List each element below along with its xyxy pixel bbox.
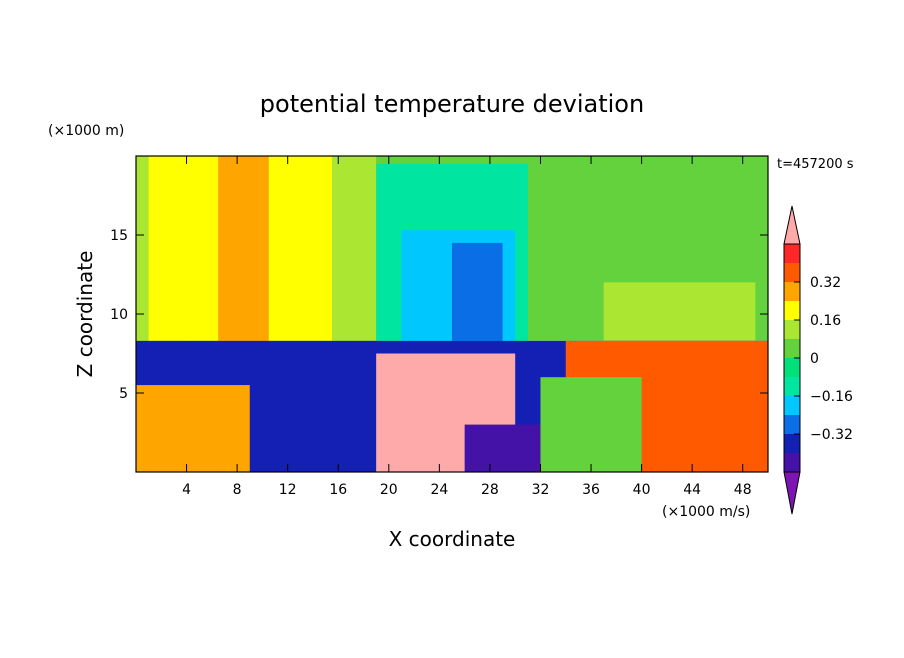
- colorbar-tick-label: −0.32: [810, 427, 853, 443]
- x-unit-label: (×1000 m/s): [662, 504, 750, 520]
- contour-region: [452, 242, 503, 341]
- y-axis: 5 10 15: [110, 228, 768, 402]
- x-tick-label: 16: [329, 482, 347, 498]
- x-axis-label: X coordinate: [389, 527, 516, 551]
- colorbar-top-triangle: [783, 205, 801, 245]
- x-tick-label: 4: [182, 482, 191, 498]
- y-axis-label: Z coordinate: [73, 251, 97, 378]
- x-tick-label: 44: [683, 482, 701, 498]
- x-tick-label: 24: [430, 482, 448, 498]
- contour-region: [148, 156, 225, 341]
- y-unit-label: (×1000 m): [48, 123, 124, 139]
- colorbar-box: [784, 301, 800, 320]
- colorbar: 0.32 0.16 0 −0.16 −0.32: [783, 205, 853, 515]
- colorbar-box: [784, 263, 800, 282]
- colorbar-box: [784, 396, 800, 415]
- contour-region: [218, 156, 269, 341]
- colorbar-box: [784, 377, 800, 396]
- x-tick-label: 12: [279, 482, 297, 498]
- colorbar-box: [784, 434, 800, 453]
- contour-region: [540, 377, 642, 472]
- x-tick-label: 36: [582, 482, 600, 498]
- colorbar-box: [784, 415, 800, 434]
- contour-region: [268, 156, 339, 341]
- colorbar-box: [784, 244, 800, 263]
- colorbar-box: [784, 320, 800, 339]
- contour-region: [603, 282, 756, 341]
- x-tick-label: 48: [734, 482, 752, 498]
- contour-region: [331, 156, 377, 341]
- colorbar-box: [784, 358, 800, 377]
- x-tick-label: 8: [233, 482, 242, 498]
- chart-title: potential temperature deviation: [260, 90, 644, 118]
- colorbar-bottom-triangle: [783, 471, 801, 515]
- y-tick-label: 5: [119, 386, 128, 402]
- colorbar-box: [784, 339, 800, 358]
- colorbar-tick-label: 0: [810, 351, 819, 367]
- x-tick-label: 20: [380, 482, 398, 498]
- contour-region: [136, 385, 250, 472]
- colorbar-tick-label: 0.32: [810, 275, 841, 291]
- x-tick-label: 32: [532, 482, 550, 498]
- colorbar-box: [784, 453, 800, 472]
- colorbar-box: [784, 282, 800, 301]
- x-tick-label: 28: [481, 482, 499, 498]
- y-tick-label: 10: [110, 307, 128, 323]
- colorbar-tick-label: 0.16: [810, 313, 841, 329]
- x-tick-label: 40: [633, 482, 651, 498]
- time-label: t=457200 s: [777, 157, 854, 172]
- contour-field: [136, 156, 768, 472]
- x-axis: 4 8 12 16 20 24 28 32 36 40 44 48: [182, 156, 752, 498]
- colorbar-tick-label: −0.16: [810, 389, 853, 405]
- y-tick-label: 15: [110, 228, 128, 244]
